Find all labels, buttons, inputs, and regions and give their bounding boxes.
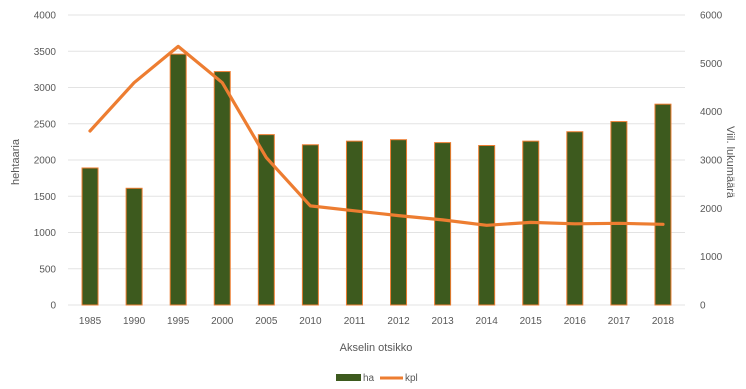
x-tick-label: 2012 <box>387 316 410 327</box>
y-tick-label: 1500 <box>34 192 57 203</box>
x-tick-label: 2005 <box>255 316 278 327</box>
x-tick-label: 1995 <box>167 316 190 327</box>
bar <box>654 103 672 306</box>
x-tick-label: 2017 <box>608 316 631 327</box>
x-axis-title: Akselin otsikko <box>340 342 413 354</box>
bar <box>257 134 275 306</box>
y-tick-label: 4000 <box>34 11 57 22</box>
bar <box>81 167 99 306</box>
line-series-kpl <box>88 44 665 227</box>
x-tick-label: 2011 <box>344 316 366 327</box>
legend-label-ha: ha <box>363 373 375 384</box>
bar-series-ha <box>81 53 672 306</box>
y2-tick-label: 1000 <box>700 252 723 263</box>
bar <box>301 144 319 306</box>
x-tick-label: 2015 <box>520 316 543 327</box>
y-tick-label: 1000 <box>34 228 57 239</box>
x-tick-label: 2018 <box>652 316 675 327</box>
x-tick-label: 2013 <box>431 316 454 327</box>
y2-tick-label: 0 <box>700 301 706 312</box>
y2-tick-label: 6000 <box>700 11 723 22</box>
bar <box>566 131 584 306</box>
bar <box>213 71 231 306</box>
legend-label-kpl: kpl <box>405 373 418 384</box>
y2-tick-label: 3000 <box>700 156 723 167</box>
bar <box>390 139 408 306</box>
legend: ha kpl <box>336 373 418 384</box>
y-tick-label: 3000 <box>34 83 57 94</box>
y2-axis-title: Viil. lukumäärä <box>724 126 736 199</box>
x-tick-label: 1985 <box>79 316 102 327</box>
tick-labels: 0 500 1000 1500 2000 2500 3000 3500 4000 0 1000 200… <box>34 11 723 328</box>
bar <box>169 53 187 306</box>
y-tick-label: 0 <box>50 301 56 312</box>
series-line <box>88 44 665 227</box>
x-tick-label: 2014 <box>476 316 499 327</box>
legend-swatch-ha <box>336 374 361 381</box>
y2-tick-label: 5000 <box>700 59 723 70</box>
bar <box>125 187 143 306</box>
y-tick-label: 2000 <box>34 156 57 167</box>
x-tick-label: 1990 <box>123 316 146 327</box>
bar <box>345 140 363 306</box>
gridlines <box>68 14 685 306</box>
x-tick-label: 2000 <box>211 316 234 327</box>
x-tick-label: 2016 <box>564 316 587 327</box>
y-tick-label: 3500 <box>34 47 57 58</box>
y-axis-title: hehtaaria <box>10 138 22 185</box>
bar <box>434 142 452 306</box>
y2-tick-label: 2000 <box>700 204 723 215</box>
y-tick-label: 2500 <box>34 119 57 130</box>
y-tick-label: 500 <box>39 264 56 275</box>
y2-tick-label: 4000 <box>700 107 723 118</box>
x-tick-label: 2010 <box>299 316 322 327</box>
bar <box>610 121 628 306</box>
